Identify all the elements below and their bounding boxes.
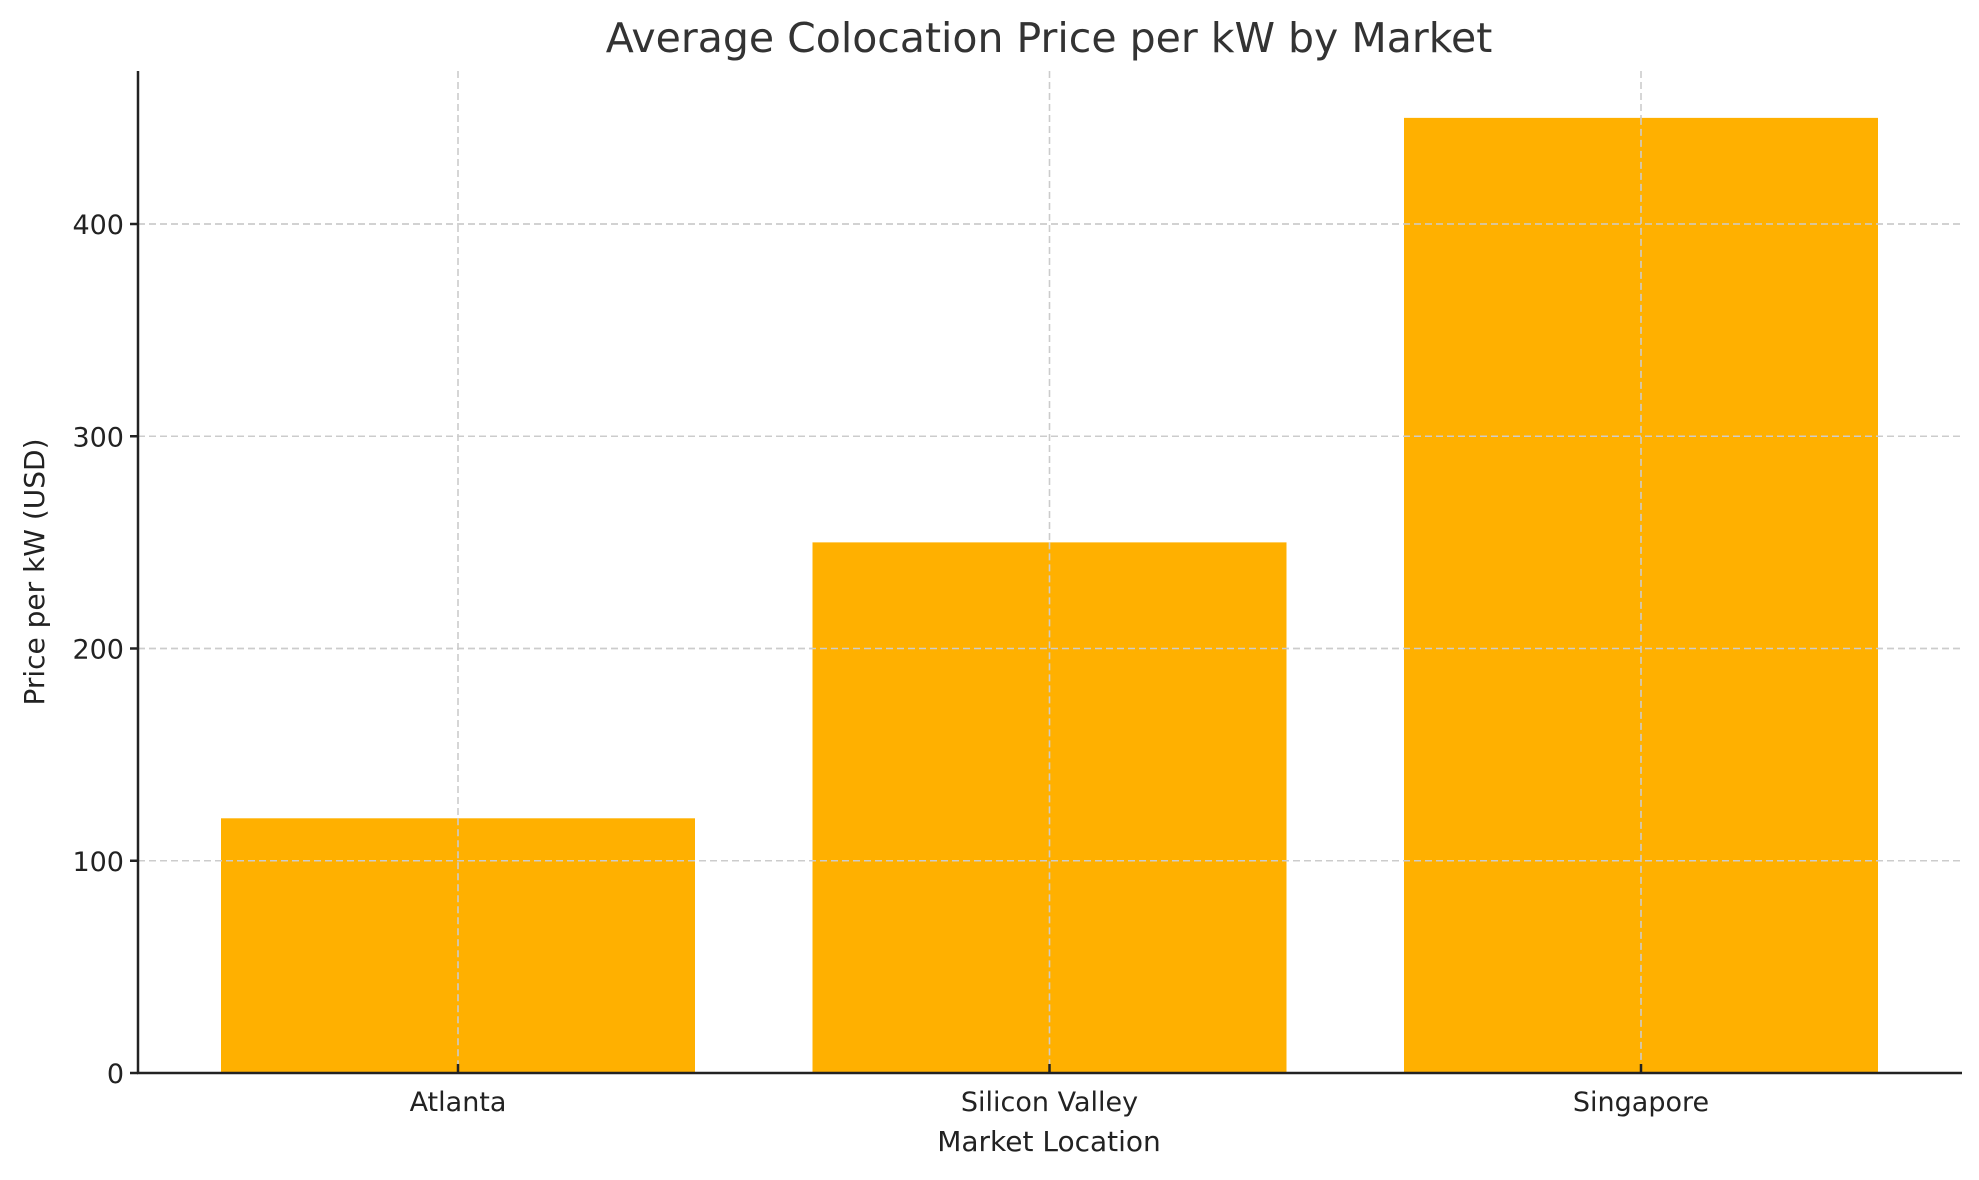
y-tick-label: 100 [72,847,124,878]
y-tick-label: 0 [107,1059,124,1090]
y-tick-label: 400 [72,210,124,241]
x-tick-label: Atlanta [410,1087,507,1118]
y-axis-label: Price per kW (USD) [18,438,51,705]
x-axis-label: Market Location [937,1125,1161,1158]
bars [138,117,1962,1073]
x-ticks: Atlanta Silicon Valley Singapore [410,1064,1709,1118]
y-ticks: 0 100 200 300 400 [72,210,138,1090]
x-tick-label: Silicon Valley [961,1087,1138,1118]
y-tick-label: 300 [72,422,124,453]
x-tick-label: Singapore [1573,1087,1709,1118]
chart-title: Average Colocation Price per kW by Marke… [606,14,1493,62]
y-tick-label: 200 [72,635,124,666]
